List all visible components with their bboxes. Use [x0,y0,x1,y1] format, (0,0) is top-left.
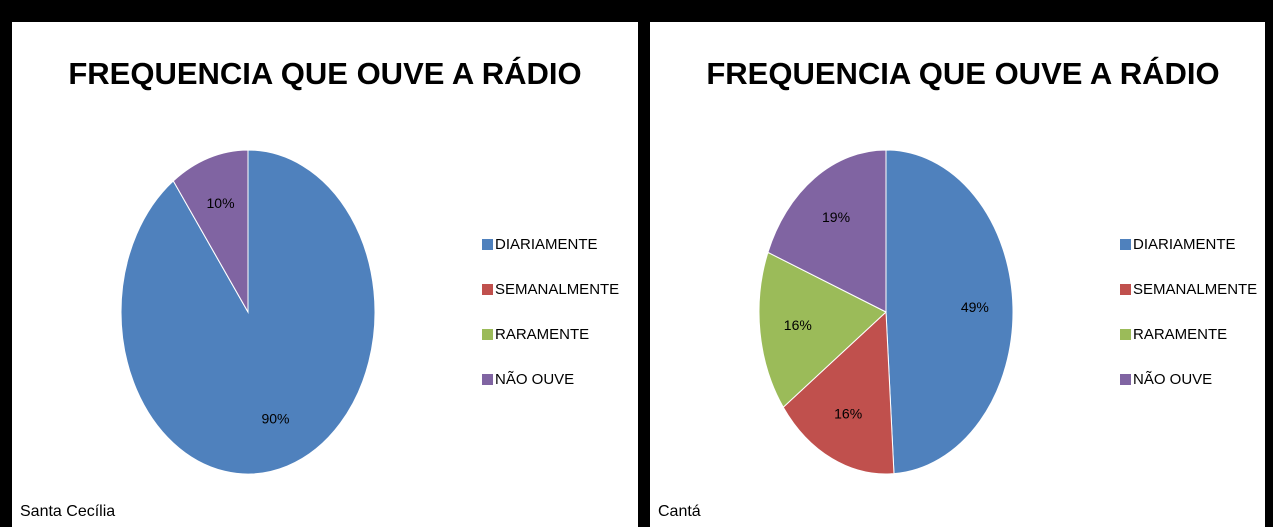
pie-slice [885,149,1014,475]
legend-swatch [482,284,493,295]
legend-label: RARAMENTE [1133,326,1227,343]
legend-swatch [1120,284,1131,295]
pie-slice [758,251,887,409]
pie-slice [172,149,249,314]
legend-swatch [1120,239,1131,250]
legend-label: SEMANALMENTE [1133,281,1257,298]
data-label: 16% [784,317,812,333]
legend-label: DIARIAMENTE [495,236,598,253]
legend-label: DIARIAMENTE [1133,236,1236,253]
legend-swatch [1120,374,1131,385]
pie-slice [782,310,895,475]
legend-swatch [482,329,493,340]
data-label: 16% [834,405,862,421]
legend-label: NÃO OUVE [495,371,574,388]
data-label: 19% [822,209,850,225]
chart-title: FREQUENCIA QUE OUVE A RÁDIO [68,56,581,91]
pie-slice [767,149,887,313]
data-label: 90% [261,411,289,427]
chart-title: FREQUENCIA QUE OUVE A RÁDIO [706,56,1219,91]
legend-swatch [482,239,493,250]
legend-swatch [482,374,493,385]
caption: Santa Cecília [20,503,115,520]
legend-swatch [1120,329,1131,340]
caption: Cantá [658,503,701,520]
legend-label: NÃO OUVE [1133,371,1212,388]
data-label: 49% [961,299,989,315]
legend-label: SEMANALMENTE [495,281,619,298]
data-label: 10% [207,195,235,211]
legend-label: RARAMENTE [495,326,589,343]
